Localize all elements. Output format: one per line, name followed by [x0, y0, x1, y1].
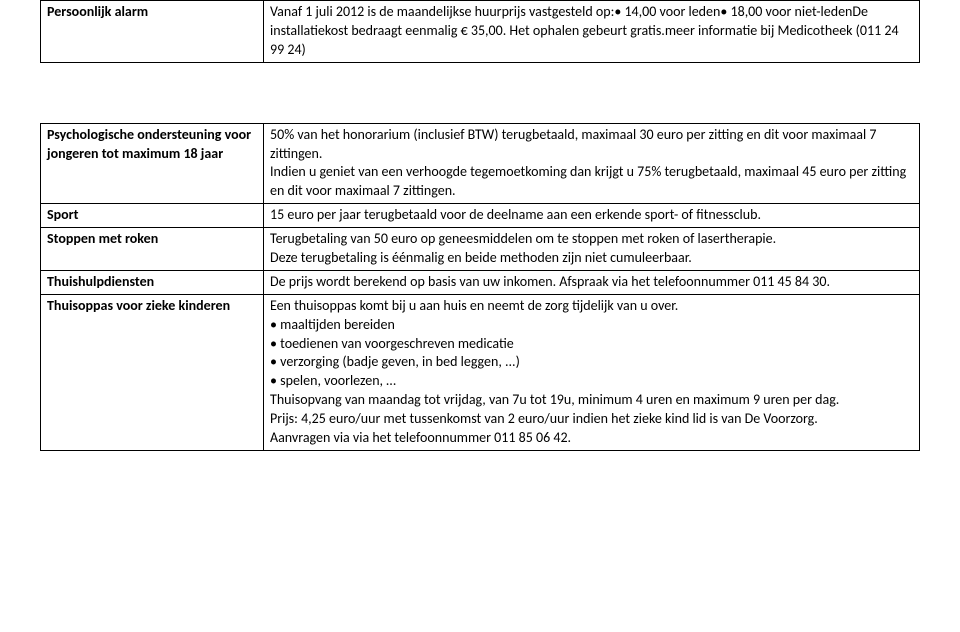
row-label: Stoppen met roken	[41, 228, 264, 271]
row-content: Een thuisoppas komt bij u aan huis en ne…	[264, 294, 920, 450]
table-row: Thuishulpdiensten De prijs wordt bereken…	[41, 270, 920, 294]
row-content: 15 euro per jaar terugbetaald voor de de…	[264, 204, 920, 228]
table-row: Psychologische ondersteuning voor jonger…	[41, 123, 920, 204]
row-content: Terugbetaling van 50 euro op geneesmidde…	[264, 228, 920, 271]
row-label: Thuisoppas voor zieke kinderen	[41, 294, 264, 450]
row-label: Persoonlijk alarm	[41, 1, 264, 63]
row-label: Psychologische ondersteuning voor jonger…	[41, 123, 264, 204]
benefits-table: Persoonlijk alarm Vanaf 1 juli 2012 is d…	[40, 0, 920, 451]
row-content: Vanaf 1 juli 2012 is de maandelijkse huu…	[264, 1, 920, 63]
row-content: De prijs wordt berekend op basis van uw …	[264, 270, 920, 294]
row-label: Sport	[41, 204, 264, 228]
spacer-row	[41, 62, 920, 123]
table-row: Persoonlijk alarm Vanaf 1 juli 2012 is d…	[41, 1, 920, 63]
table-row: Thuisoppas voor zieke kinderen Een thuis…	[41, 294, 920, 450]
table-row: Sport 15 euro per jaar terugbetaald voor…	[41, 204, 920, 228]
row-content: 50% van het honorarium (inclusief BTW) t…	[264, 123, 920, 204]
table-row: Stoppen met roken Terugbetaling van 50 e…	[41, 228, 920, 271]
row-label: Thuishulpdiensten	[41, 270, 264, 294]
